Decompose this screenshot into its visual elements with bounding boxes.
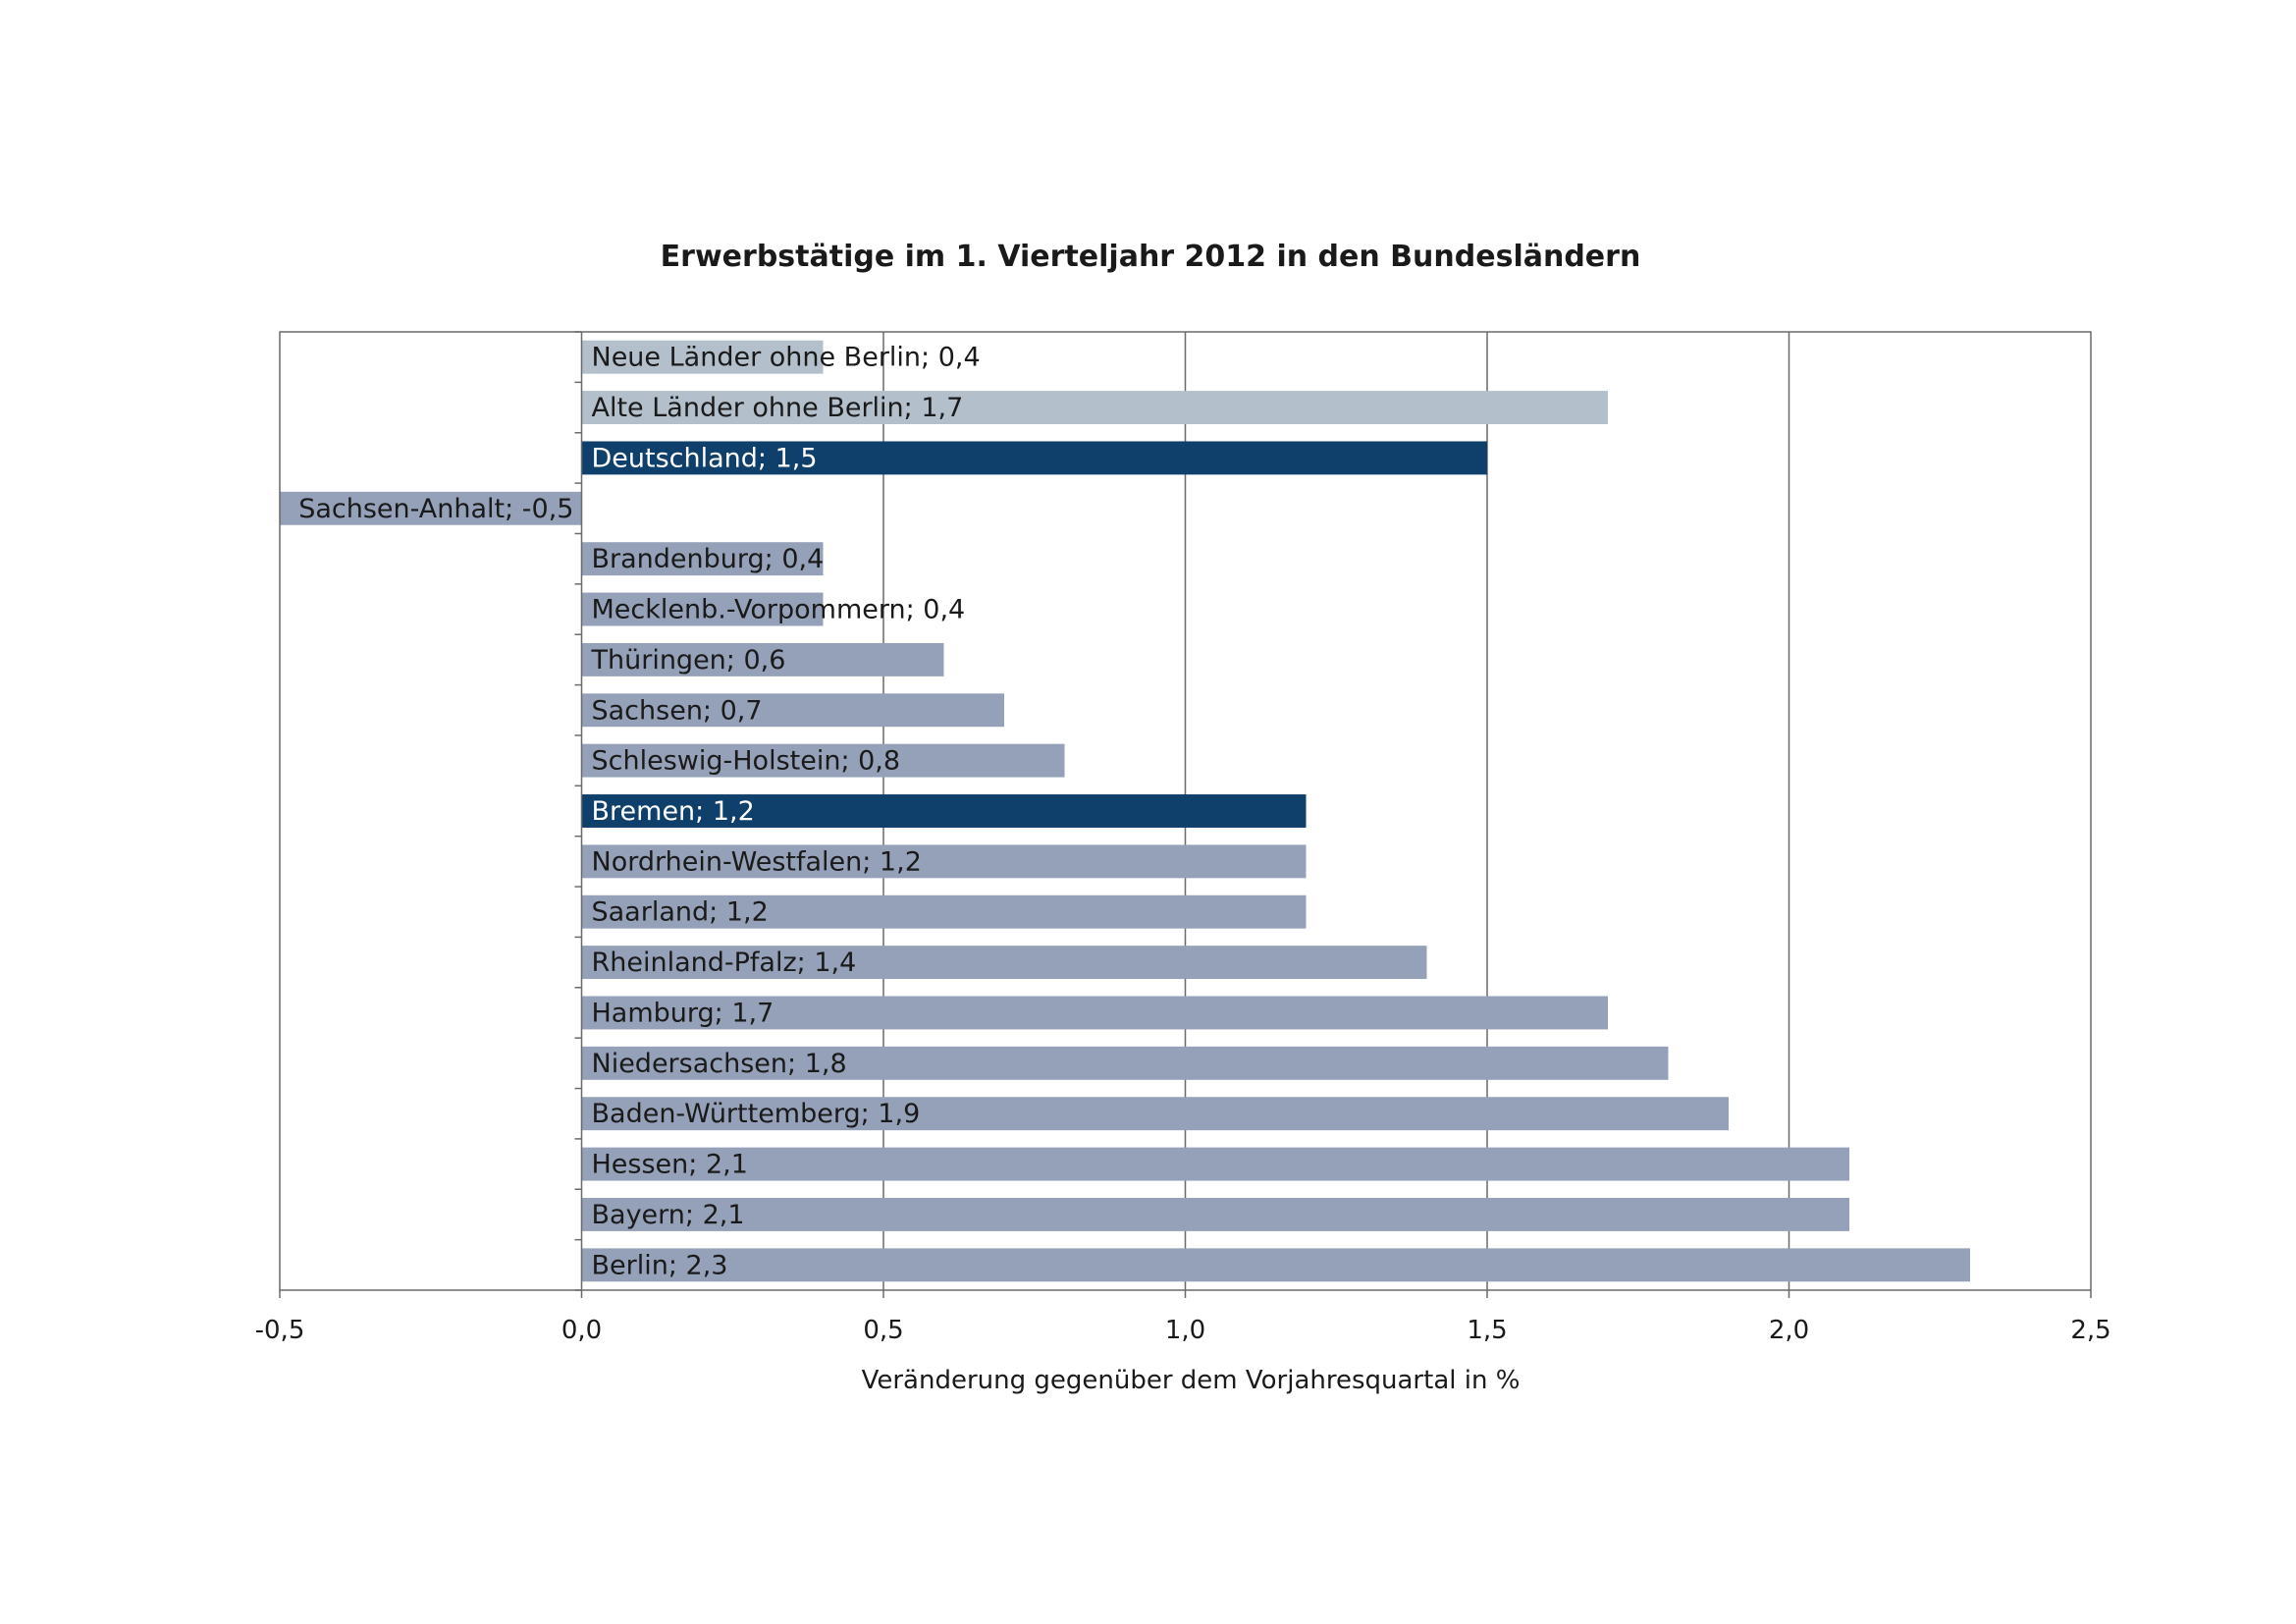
data-label: Bayern; 2,1 xyxy=(592,1200,745,1230)
bar xyxy=(280,491,582,525)
bar xyxy=(581,441,1487,475)
x-tick-label: 0,0 xyxy=(561,1316,602,1345)
data-label: Neue Länder ohne Berlin; 0,4 xyxy=(592,343,981,373)
bar xyxy=(581,642,944,677)
bar xyxy=(581,844,1307,879)
data-label: Hamburg; 1,7 xyxy=(592,998,774,1028)
data-labels: Neue Länder ohne Berlin; 0,4 Alte Länder … xyxy=(298,343,980,1281)
bar xyxy=(581,542,824,576)
x-tick-label: 2,5 xyxy=(2070,1316,2110,1345)
data-label: Brandenburg; 0,4 xyxy=(592,544,825,574)
data-label: Nordrhein-Westfalen; 1,2 xyxy=(592,846,922,877)
data-label: Mecklenb.-Vorpommern; 0,4 xyxy=(592,595,966,625)
data-label: Baden-Württemberg; 1,9 xyxy=(592,1099,921,1129)
x-tick-label: 1,0 xyxy=(1165,1316,1205,1345)
bar xyxy=(581,1097,1729,1131)
data-label: Thüringen; 0,6 xyxy=(591,645,786,676)
data-label: Saarland; 1,2 xyxy=(592,897,769,928)
data-label: Sachsen-Anhalt; -0,5 xyxy=(298,494,573,524)
data-label: Alte Länder ohne Berlin; 1,7 xyxy=(592,393,964,423)
bar xyxy=(581,1046,1669,1080)
x-axis-tick-labels: -0,5 0,0 0,5 1,0 1,5 2,0 2,5 xyxy=(255,1290,2111,1345)
bars xyxy=(280,340,1970,1282)
bar xyxy=(581,1248,1970,1282)
bar xyxy=(581,794,1307,828)
data-label: Rheinland-Pfalz; 1,4 xyxy=(592,947,857,978)
bar xyxy=(581,894,1307,929)
bar xyxy=(581,1147,1849,1181)
data-label: Hessen; 2,1 xyxy=(592,1150,748,1180)
bar xyxy=(581,946,1427,980)
x-tick-label: 2,0 xyxy=(1769,1316,1809,1345)
bar xyxy=(581,391,1608,425)
bar xyxy=(581,996,1608,1030)
x-tick-label: -0,5 xyxy=(255,1316,305,1345)
data-label: Niedersachsen; 1,8 xyxy=(592,1049,847,1079)
bar xyxy=(581,1197,1849,1231)
data-label: Deutschland; 1,5 xyxy=(592,443,818,473)
data-label: Sachsen; 0,7 xyxy=(592,695,763,726)
x-tick-label: 0,5 xyxy=(863,1316,903,1345)
data-label: Berlin; 2,3 xyxy=(592,1250,728,1280)
x-axis-title: Veränderung gegenüber dem Vorjahresquart… xyxy=(862,1366,1521,1395)
data-label: Bremen; 1,2 xyxy=(592,796,755,827)
x-tick-label: 1,5 xyxy=(1467,1316,1507,1345)
bar xyxy=(581,693,1004,728)
bar xyxy=(581,743,1065,778)
bar xyxy=(581,592,824,626)
data-label: Schleswig-Holstein; 0,8 xyxy=(592,746,901,777)
bar xyxy=(581,340,824,374)
y-axis xyxy=(574,331,583,1291)
chart-title: Erwerbstätige im 1. Vierteljahr 2012 in … xyxy=(661,240,1641,274)
